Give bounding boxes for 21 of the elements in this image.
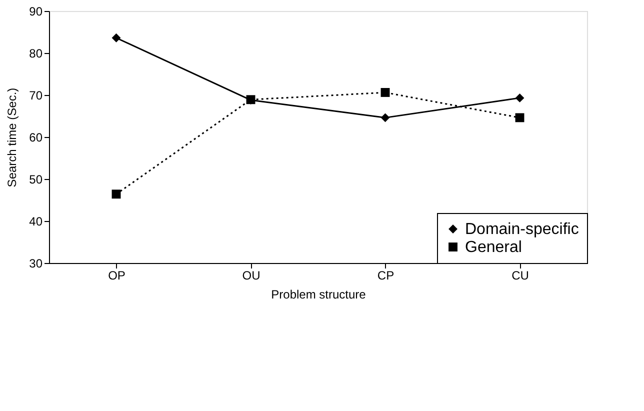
y-tick-label: 30 <box>29 256 43 270</box>
point <box>112 33 121 42</box>
y-tick-label: 90 <box>29 4 43 18</box>
x-tick-label: CP <box>377 268 394 282</box>
legend-label: Domain-specific <box>465 221 579 238</box>
x-tick-label: OU <box>242 268 260 282</box>
y-axis-title: Search time (Sec.) <box>5 88 20 188</box>
y-tick-label: 40 <box>29 214 43 228</box>
y-tick-label: 50 <box>29 172 43 186</box>
x-tick-label: OP <box>108 268 126 282</box>
point <box>380 113 390 122</box>
x-tick-label: CU <box>512 268 529 282</box>
y-tick-label: 60 <box>29 130 43 144</box>
y-tick-label: 80 <box>29 46 43 60</box>
x-axis-title: Problem structure <box>271 288 366 302</box>
point <box>515 113 524 122</box>
y-tick-label: 70 <box>29 88 43 102</box>
point <box>515 93 524 102</box>
point <box>112 190 121 199</box>
legend-label: General <box>465 239 522 256</box>
point <box>380 88 390 97</box>
